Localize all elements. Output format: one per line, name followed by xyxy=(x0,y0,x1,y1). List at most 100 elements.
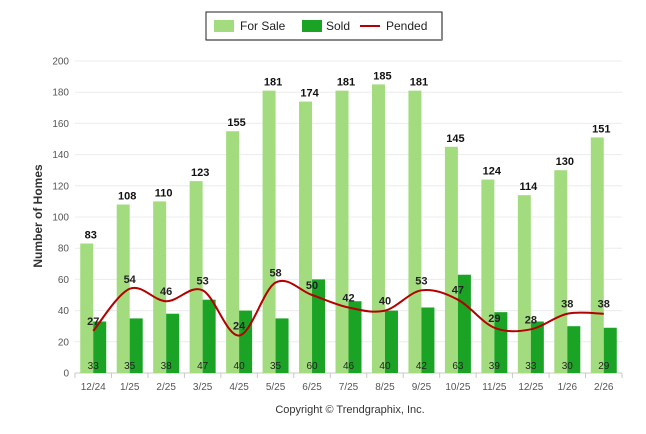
bar-for-sale xyxy=(590,137,604,373)
x-tick-label: 9/25 xyxy=(412,382,432,393)
label-for-sale: 145 xyxy=(446,133,464,145)
data-labels: 83 33 108 35 110 38 123 47 155 40 181 35 174 60 181 46 1… xyxy=(85,70,611,372)
label-for-sale: 181 xyxy=(264,77,282,89)
label-pended: 54 xyxy=(124,274,137,286)
bar-sold xyxy=(457,274,471,373)
bar-for-sale xyxy=(335,90,349,373)
label-sold: 33 xyxy=(525,361,537,372)
bar-sold xyxy=(384,310,398,373)
label-for-sale: 151 xyxy=(592,123,610,135)
bar-for-sale xyxy=(371,84,385,374)
x-tick-label: 7/25 xyxy=(339,382,359,393)
label-for-sale: 185 xyxy=(373,70,391,82)
x-tick-label: 1/26 xyxy=(558,382,578,393)
label-sold: 42 xyxy=(416,361,428,372)
bar-sold xyxy=(348,301,362,373)
label-sold: 46 xyxy=(343,361,355,372)
legend-label-pended: Pended xyxy=(386,19,427,33)
label-for-sale: 114 xyxy=(519,181,538,193)
y-tick-label: 200 xyxy=(52,57,69,68)
bar-sold xyxy=(312,279,326,373)
label-sold: 30 xyxy=(562,361,574,372)
x-tick-label: 12/24 xyxy=(81,382,106,393)
pended-line xyxy=(92,279,604,337)
bar-for-sale xyxy=(80,243,94,373)
label-for-sale: 130 xyxy=(556,156,574,168)
x-tick-label: 8/25 xyxy=(375,382,395,393)
bar-for-sale xyxy=(408,90,422,373)
bar-sold xyxy=(530,321,544,373)
x-tick-label: 12/25 xyxy=(518,382,543,393)
y-tick-label: 80 xyxy=(58,244,70,255)
label-pended: 46 xyxy=(160,286,172,298)
label-pended: 50 xyxy=(306,280,318,292)
label-for-sale: 181 xyxy=(337,77,355,89)
y-tick-label: 120 xyxy=(52,181,69,192)
y-tick-label: 160 xyxy=(52,119,69,130)
label-for-sale: 174 xyxy=(300,88,319,100)
bar-series xyxy=(80,84,617,374)
x-tick-label: 11/25 xyxy=(482,382,507,393)
copyright-text: Copyright © Trendgraphix, Inc. xyxy=(275,404,424,416)
bar-sold xyxy=(603,327,617,373)
label-sold: 35 xyxy=(270,361,282,372)
y-tick-label: 180 xyxy=(52,88,69,99)
x-tick-label: 1/25 xyxy=(120,382,140,393)
label-for-sale: 124 xyxy=(483,166,502,178)
x-tick-label: 2/25 xyxy=(156,382,176,393)
bar-sold xyxy=(275,318,289,373)
label-for-sale: 108 xyxy=(118,191,136,203)
bar-for-sale xyxy=(554,170,568,373)
label-pended: 38 xyxy=(598,299,610,311)
bar-sold xyxy=(202,299,216,373)
bar-sold xyxy=(129,318,143,373)
legend-label-sold: Sold xyxy=(326,19,350,33)
label-for-sale: 123 xyxy=(191,167,209,179)
label-for-sale: 83 xyxy=(85,230,97,242)
label-pended: 42 xyxy=(342,292,354,304)
bar-sold xyxy=(421,307,435,373)
label-sold: 40 xyxy=(379,361,391,372)
legend-swatch-sold xyxy=(302,20,322,32)
legend-swatch-for-sale xyxy=(214,20,234,32)
x-tick-label: 6/25 xyxy=(302,382,322,393)
label-sold: 38 xyxy=(161,361,173,372)
bar-for-sale xyxy=(116,204,130,373)
label-pended: 38 xyxy=(561,299,573,311)
axes: 0 20 40 60 80 100 120 140 160 180 200 12/24 1/25 2/25… xyxy=(52,57,623,393)
label-pended: 47 xyxy=(452,285,464,297)
bar-for-sale xyxy=(226,131,240,373)
label-for-sale: 110 xyxy=(155,187,173,199)
label-for-sale: 155 xyxy=(227,117,245,129)
y-tick-label: 100 xyxy=(52,213,69,224)
y-tick-label: 20 xyxy=(58,337,70,348)
bar-sold xyxy=(93,321,107,373)
label-pended: 53 xyxy=(415,275,427,287)
label-pended: 24 xyxy=(233,321,246,333)
legend: For Sale Sold Pended xyxy=(205,11,443,41)
bar-for-sale xyxy=(262,90,276,373)
bar-sold xyxy=(166,313,180,373)
label-sold: 29 xyxy=(598,361,610,372)
x-tick-label: 10/25 xyxy=(445,382,470,393)
x-tick-label: 3/25 xyxy=(193,382,213,393)
label-sold: 35 xyxy=(124,361,136,372)
label-for-sale: 181 xyxy=(410,77,428,89)
y-tick-label: 0 xyxy=(63,369,69,380)
legend-label-for-sale: For Sale xyxy=(240,19,286,33)
label-sold: 33 xyxy=(88,361,100,372)
bar-for-sale xyxy=(299,101,313,373)
label-sold: 47 xyxy=(197,361,209,372)
label-sold: 60 xyxy=(306,361,318,372)
y-tick-label: 140 xyxy=(52,150,69,161)
bar-for-sale xyxy=(517,195,531,373)
label-pended: 27 xyxy=(87,316,99,328)
y-tick-label: 60 xyxy=(58,275,70,286)
bar-for-sale xyxy=(153,201,167,373)
label-pended: 53 xyxy=(197,275,209,287)
label-sold: 63 xyxy=(452,361,464,372)
bar-sold xyxy=(567,326,581,373)
x-tick-label: 4/25 xyxy=(229,382,249,393)
label-pended: 28 xyxy=(525,314,537,326)
